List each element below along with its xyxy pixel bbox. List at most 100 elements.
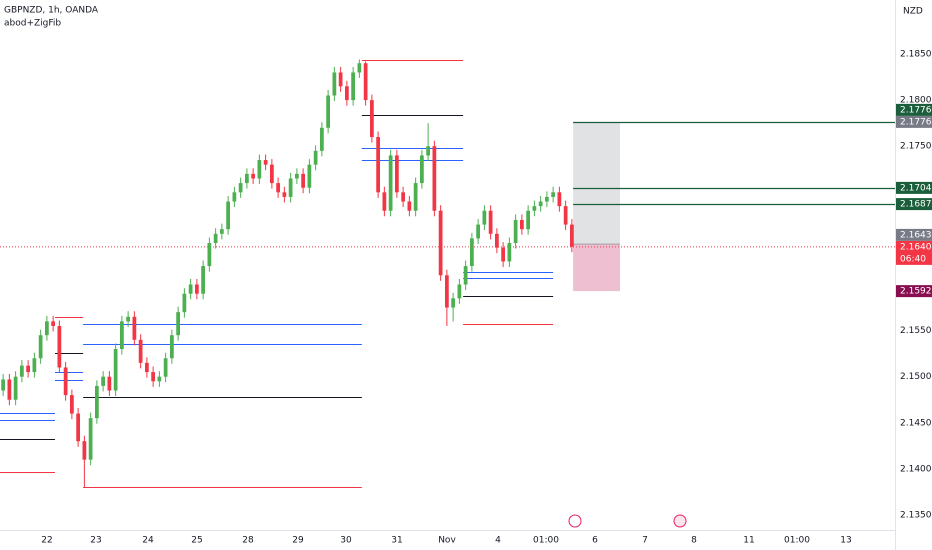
candle-body [95,385,99,419]
x-tick-label: 8 [691,536,697,546]
candle-body [101,376,105,386]
candle-body [395,155,399,193]
y-tick-label: 2.14000 [900,464,932,474]
candle-body [7,379,12,400]
candle-body [120,321,124,350]
x-tick-label: 31 [391,536,402,546]
price-badge-label: 2.17048 [900,183,932,193]
candle-body [420,155,424,184]
indicator-name: abod+ZigFib [4,19,61,29]
candle-body [182,293,187,313]
event-icons[interactable] [568,514,687,528]
last-price-badge [896,240,932,265]
candle-body [226,201,230,230]
y-tick-label: 2.13500 [900,510,932,520]
x-tick-label: 24 [142,536,154,546]
x-tick-label: 6 [592,536,598,546]
candle-body [545,196,549,202]
candle-body [132,316,137,340]
candle-body [282,192,287,197]
price-badge [896,285,932,298]
candle-body [307,164,312,188]
x-tick-label: 22 [41,536,52,546]
candle-body [501,247,505,262]
x-tick-label: 13 [840,536,851,546]
x-tick-label: 4 [495,536,501,546]
candle-body [70,395,74,414]
candle-body [63,367,68,396]
candle-body [20,365,24,377]
candle-body [301,173,305,188]
x-tick-label: 01:00 [784,536,810,546]
candle-body [320,127,324,151]
x-tick-label: 25 [191,536,202,546]
candle-body [357,63,362,73]
candle-body [82,441,87,460]
candle-body [463,266,468,285]
price-badge [896,228,932,241]
candle-body [363,63,368,101]
candle-body [151,372,155,382]
candle-body [13,376,18,400]
candle-body [526,210,530,230]
y-tick-label: 2.18000 [900,96,932,106]
candle-body [488,210,493,234]
candle-body [138,339,143,363]
candle-body [370,100,374,137]
x-tick-label: 01:00 [533,536,559,546]
candle-body [557,192,562,207]
candle-body [482,210,487,225]
candle-body [157,376,162,382]
candle-body [338,72,343,87]
last-price-label: 2.16408 [900,242,932,252]
candle-body [513,219,518,244]
candle-body [538,201,543,207]
countdown: 06:40 [900,254,926,264]
candle-body [457,284,462,299]
candle-body [426,146,430,156]
candle-body [432,146,437,211]
candle-body [238,183,243,193]
candle-body [170,335,174,359]
candle-body [451,298,455,308]
candle-body [288,178,293,197]
candle-body [51,321,55,326]
candle-body [445,275,449,308]
x-tick-label: 11 [743,536,754,546]
profit-zone [573,121,620,245]
price-badge-label: 2.15928 [900,287,932,297]
x-tick-label: 7 [642,536,648,546]
candle-body [107,376,112,391]
price-badge [896,103,932,116]
candle-body [313,150,318,165]
candle-body [145,362,149,373]
candle-body [220,229,224,234]
y-tick-label: 2.18500 [900,50,932,60]
candle-body [201,266,205,294]
candle-body [470,238,474,267]
candle-body [407,201,412,211]
candle-body [263,160,268,165]
candle-body [345,86,349,101]
candle-body [1,379,5,391]
candle-body [163,358,168,377]
y-tick-label: 2.15500 [900,326,932,336]
candle-body [270,164,274,184]
candle-body [126,316,130,322]
candle-body [476,224,480,239]
event-icon[interactable] [568,514,582,528]
candle-body [176,312,180,336]
candle-body [213,233,218,244]
price-badge-label: 2.16438 [900,230,932,240]
candle-body [188,284,193,294]
y-tick-label: 2.15000 [900,372,932,382]
candle-body [413,183,418,211]
candle-body [520,219,524,230]
candle-body [401,192,405,202]
price-badge [896,198,932,211]
candle-body [570,224,574,247]
event-icon[interactable] [673,514,687,528]
x-tick-label: 29 [292,536,304,546]
candle-body [88,418,93,460]
